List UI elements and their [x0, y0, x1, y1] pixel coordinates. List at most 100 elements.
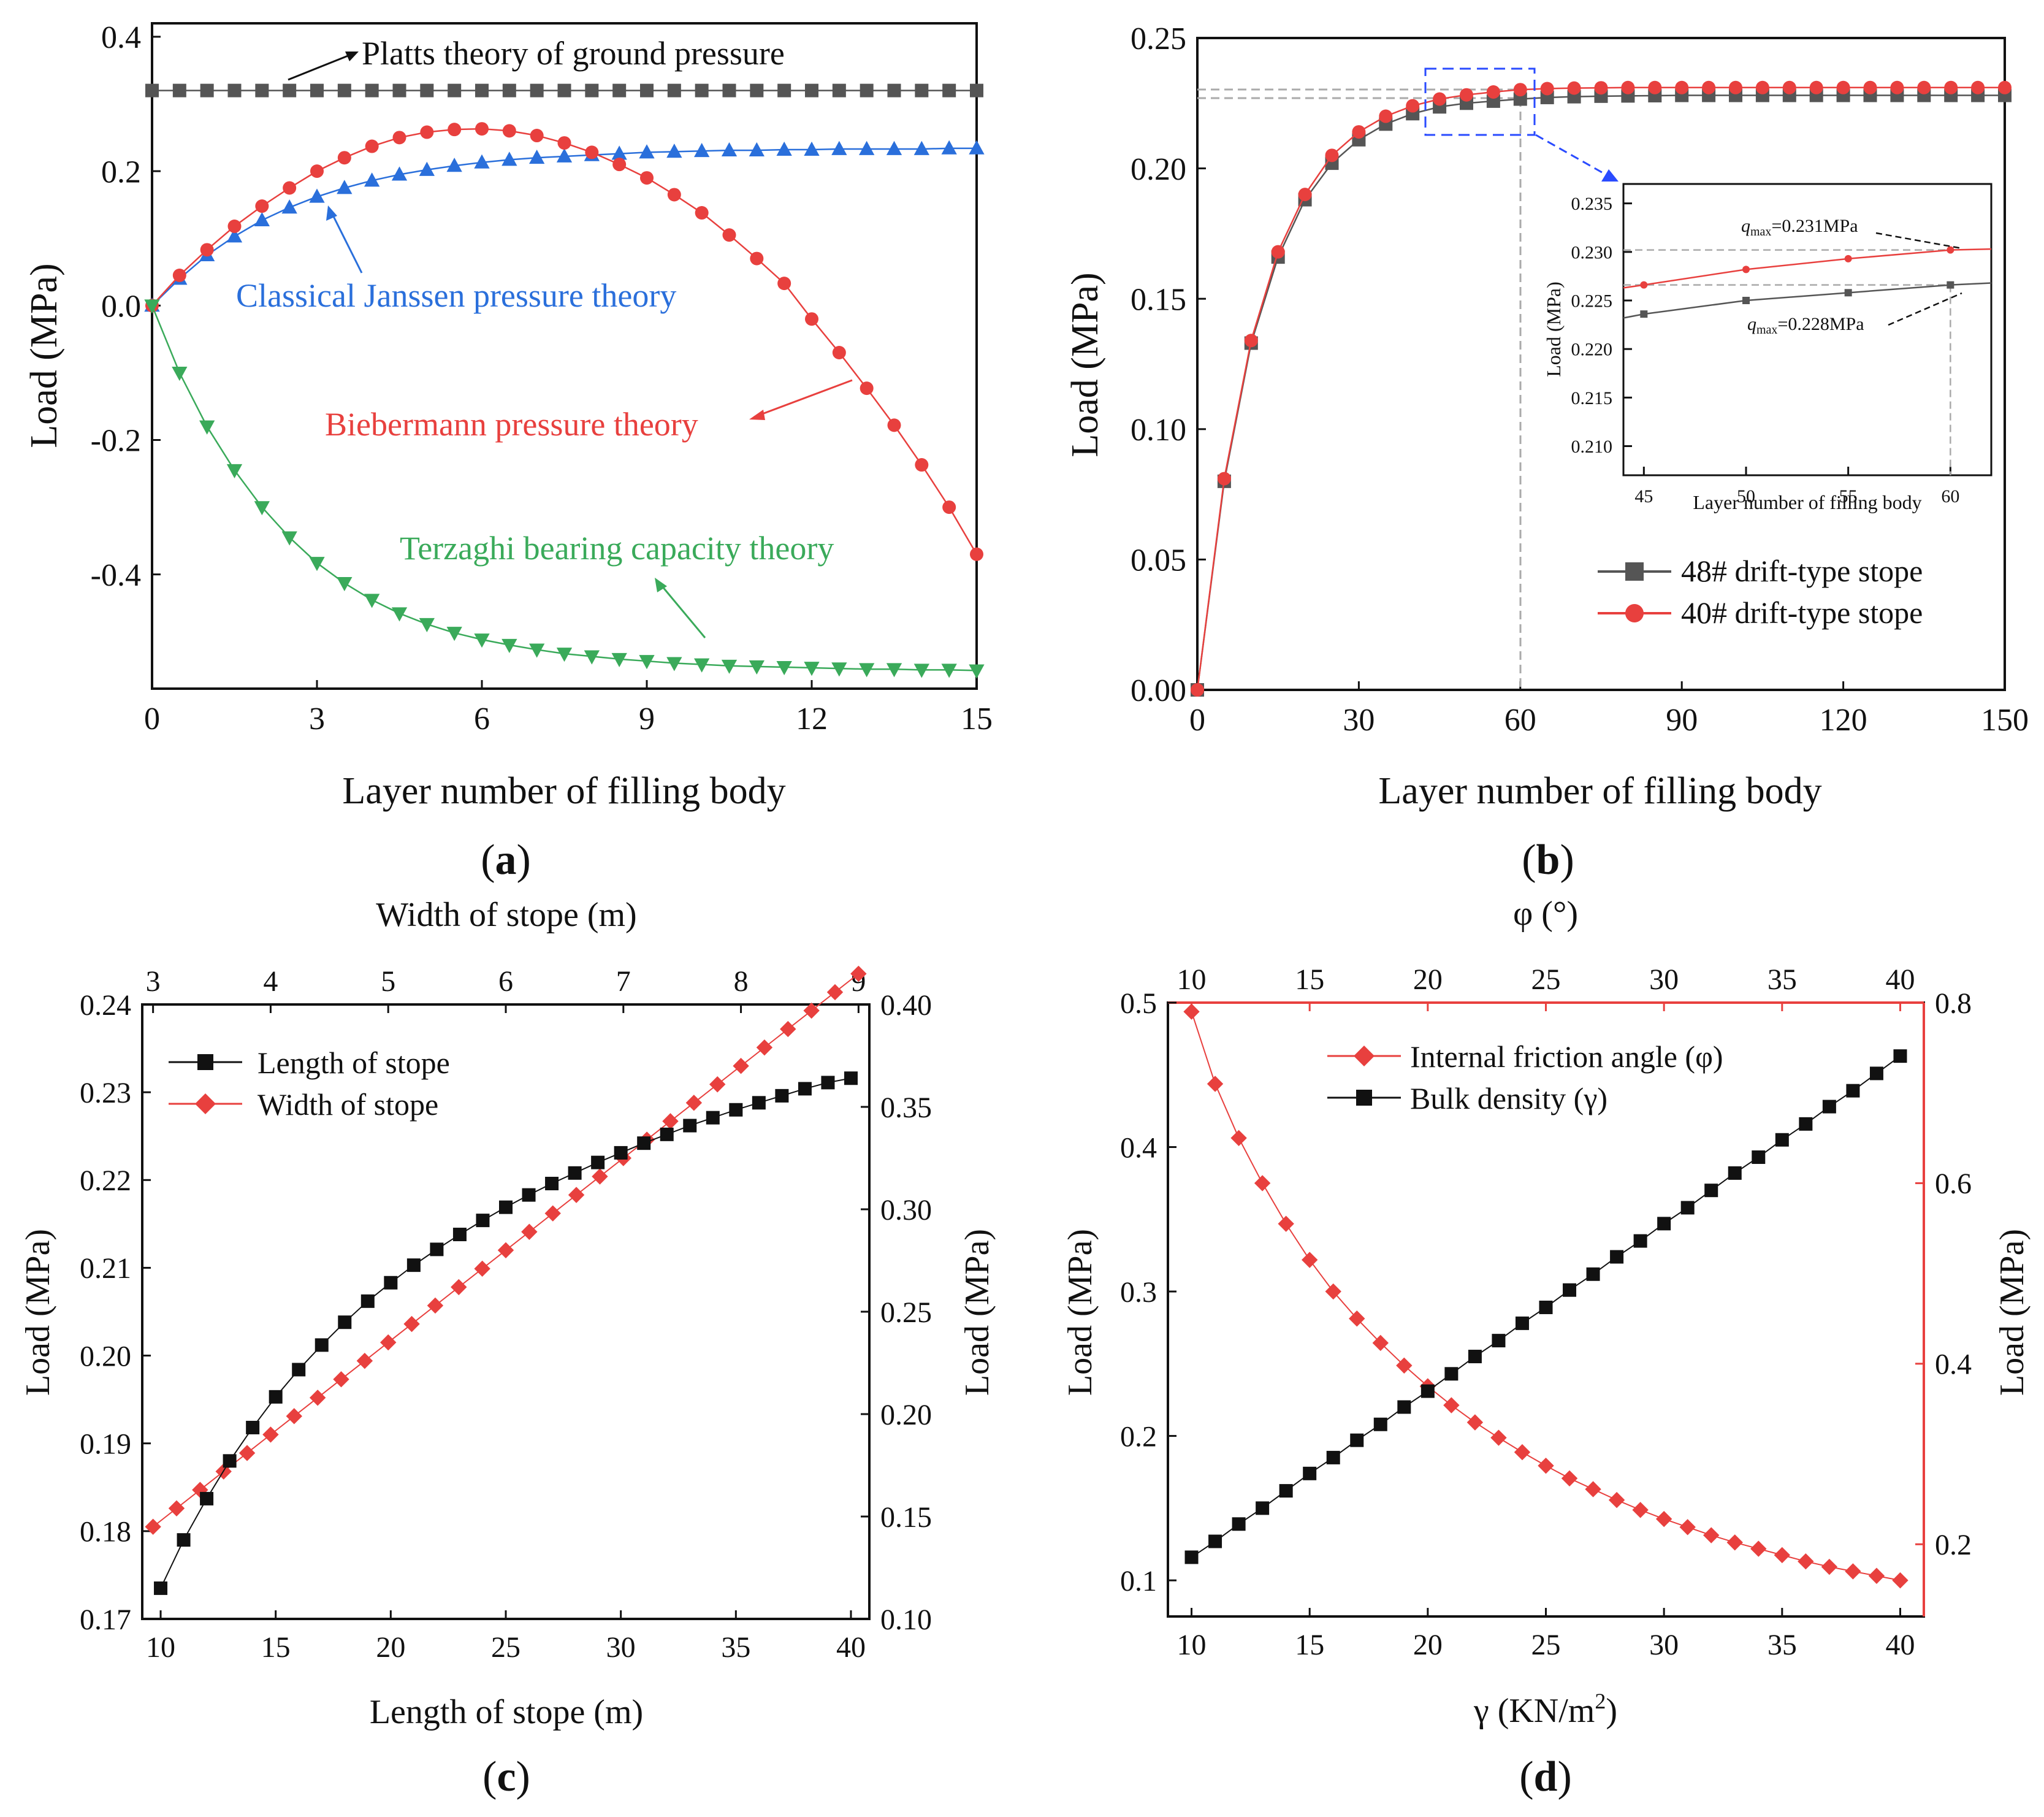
- a-series-1-point: [776, 141, 792, 156]
- a-series-1-point: [886, 140, 902, 155]
- a-series-2-point: [255, 199, 269, 213]
- c-series-width-point: [262, 1426, 279, 1443]
- a-series-2-point: [585, 145, 599, 159]
- c-xtop-tick-label: 6: [498, 965, 513, 998]
- inset-series: [1623, 246, 1992, 475]
- c-series-length-point: [821, 1076, 835, 1090]
- annotation-terzaghi: Terzaghi bearing capacity theory: [400, 530, 834, 567]
- c-series-width-point: [286, 1408, 302, 1425]
- a-series-3-point: [639, 655, 655, 670]
- c-series-width-point: [756, 1039, 773, 1056]
- b-series-1-point: [1782, 80, 1796, 94]
- c-series-width-point: [427, 1297, 444, 1314]
- a-series-1-point: [364, 172, 380, 187]
- c-series-width-point: [238, 1445, 256, 1461]
- panel-d: 10 15 20 25 30 35 40 10 15 20 25 30 35 40 0.10.20.30…: [1061, 895, 2031, 1800]
- a-series-2-point: [557, 136, 571, 150]
- a-series-2-point: [777, 277, 791, 291]
- c-series-length-point: [360, 1294, 375, 1308]
- panel-a-y-ticks: 0.4 0.2 0.0 -0.2 -0.4: [91, 20, 161, 593]
- d-series-phi-point: [1845, 1563, 1861, 1580]
- c-series-length-point: [223, 1454, 237, 1468]
- c-series-length-point: [660, 1127, 674, 1141]
- c-series-width-point: [380, 1334, 397, 1351]
- c-x-tick-label: 25: [491, 1631, 521, 1664]
- a-series-2-line: [151, 128, 978, 555]
- c-y-tick-label: 0.21: [80, 1252, 131, 1285]
- c-series-width-point: [451, 1279, 467, 1296]
- d-series-phi-point: [1325, 1283, 1341, 1300]
- a-series-2-point: [942, 500, 956, 514]
- a-series-1-point: [474, 154, 490, 169]
- inset-x-tick-label: 55: [1839, 486, 1858, 507]
- inset-y-tick-label: 0.230: [1571, 242, 1613, 262]
- a-x-tick-label: 6: [474, 702, 490, 736]
- a-series-3-point: [226, 464, 243, 479]
- c-series-length-point: [476, 1214, 490, 1228]
- a-series-1-point: [309, 188, 325, 203]
- a-series-3-point: [254, 501, 270, 516]
- a-series-2-point: [860, 381, 874, 396]
- c-x-tick-label: 30: [606, 1631, 636, 1664]
- b-series-1-point: [1971, 80, 1985, 94]
- d-series-phi-point: [1561, 1470, 1578, 1486]
- d-series-phi-point: [1349, 1310, 1365, 1327]
- a-series-0-point: [420, 83, 434, 98]
- b-x-tick-label: 120: [1820, 703, 1867, 738]
- c-series-length-point: [752, 1096, 766, 1110]
- c-series-width-point: [168, 1500, 185, 1517]
- c-x-tick-label: 35: [721, 1631, 750, 1664]
- a-series-0-point: [448, 83, 462, 98]
- a-series-0-point: [502, 83, 516, 98]
- a-series-1-point: [913, 140, 929, 155]
- b-series-1-point: [1298, 188, 1312, 202]
- a-series-0-point: [283, 83, 297, 98]
- a-series-0-point: [695, 83, 709, 98]
- d-series-phi-point: [1798, 1553, 1814, 1570]
- c-series-length-point: [430, 1242, 444, 1257]
- a-series-3-point: [172, 366, 188, 381]
- d-xtop-tick-label: 15: [1295, 963, 1324, 996]
- c-yright-tick-label: 0.40: [880, 989, 932, 1022]
- a-y-tick-label: 0.2: [101, 155, 141, 189]
- a-series-0-point: [805, 83, 818, 98]
- panel-c-y-ticks: 0.17 0.18 0.19 0.20 0.21 0.22 0.23 0.24: [80, 989, 151, 1636]
- d-series-phi-point: [1585, 1481, 1601, 1498]
- b-series-1-point: [1621, 80, 1635, 94]
- c-series-length-point: [798, 1082, 812, 1096]
- b-y-tick-label: 0.05: [1131, 543, 1186, 578]
- a-series-3-point: [529, 643, 545, 658]
- d-series-phi-point: [1230, 1130, 1247, 1147]
- d-series-phi-point: [1254, 1175, 1271, 1192]
- d-series-gamma-point: [1326, 1450, 1340, 1464]
- a-x-tick-label: 15: [961, 702, 993, 736]
- a-series-3-point: [776, 661, 792, 676]
- b-series-1-point: [1567, 81, 1581, 95]
- legend-width-label: Width of stope: [257, 1087, 438, 1122]
- a-series-1-point: [941, 140, 957, 155]
- d-x-tick-label: 25: [1531, 1629, 1561, 1661]
- d-series-phi-point: [1372, 1334, 1389, 1352]
- a-series-1-point: [556, 148, 573, 163]
- c-series-length-point: [729, 1103, 743, 1117]
- c-series-width-point: [356, 1352, 373, 1369]
- c-y-tick-label: 0.22: [80, 1165, 131, 1197]
- a-series-0-point: [915, 83, 929, 98]
- panel-a-label: (a): [481, 836, 531, 884]
- inset-x-ticks: 45 50 55 60: [1634, 467, 1959, 507]
- inset-series-1-point: [1742, 266, 1750, 274]
- legend-phi-marker: [1354, 1046, 1375, 1066]
- a-series-0-point: [172, 83, 186, 98]
- d-series-gamma-point: [1256, 1501, 1270, 1515]
- inset-y-tick-label: 0.215: [1571, 388, 1613, 408]
- panel-c-y-ticks-right: 0.10 0.15 0.20 0.25 0.30 0.35 0.40: [861, 989, 932, 1636]
- a-series-0-point: [970, 83, 983, 98]
- b-series-1-point: [1217, 472, 1231, 486]
- d-series-phi-point: [1679, 1519, 1696, 1536]
- a-series-0-point: [777, 83, 791, 98]
- b-x-tick-label: 60: [1504, 703, 1536, 738]
- a-series-3-point: [666, 657, 682, 671]
- panel-c-label: (c): [482, 1753, 530, 1800]
- b-series-1-point: [1755, 80, 1769, 94]
- arrowhead-biebermann: [749, 410, 765, 420]
